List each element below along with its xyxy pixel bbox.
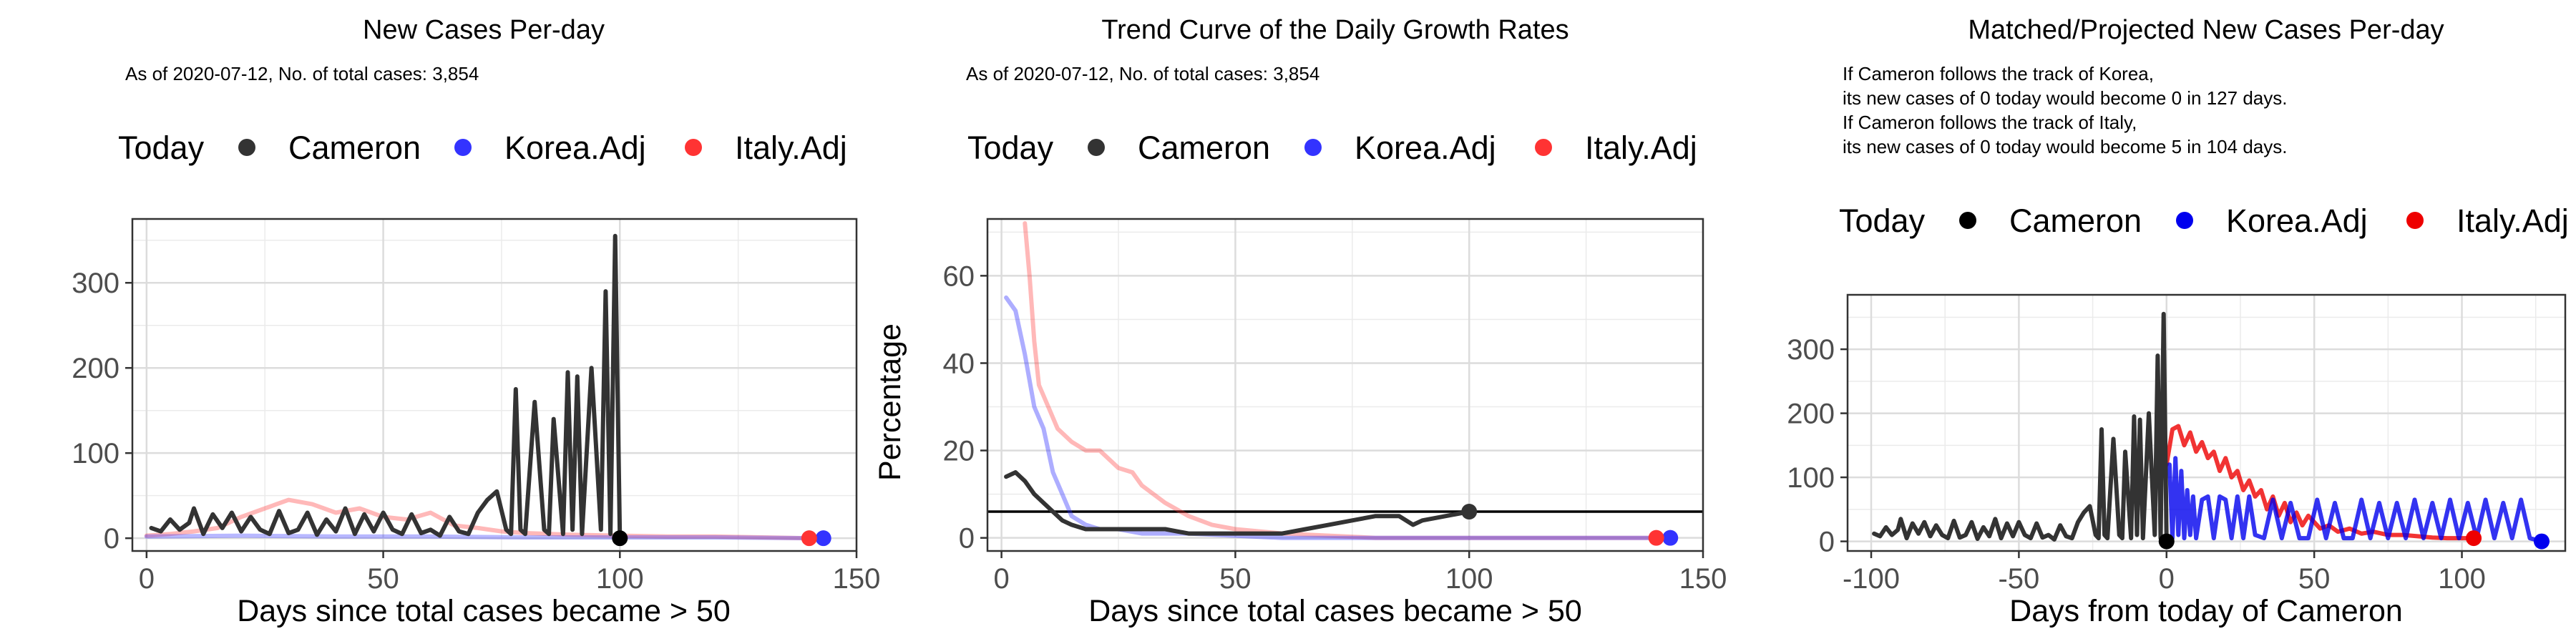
legend-label-cameron: Cameron [288, 130, 421, 166]
panel-title: New Cases Per-day [363, 15, 605, 45]
series-layer [144, 233, 821, 541]
legend-key-italy [1535, 139, 1552, 156]
today-point-korea-adj [2533, 533, 2550, 550]
today-point-cameron [1461, 504, 1478, 520]
today-point-italy-adj [801, 530, 817, 547]
today-point-cameron [2158, 533, 2175, 550]
legend-key-cameron [238, 139, 255, 156]
legend-title: Today [1839, 203, 1926, 239]
x-tick-label: 50 [2298, 563, 2331, 595]
gridlines [132, 219, 857, 551]
x-tick-label: 100 [596, 563, 644, 595]
x-tick-label: 50 [1219, 563, 1252, 595]
x-tick-label: 100 [1445, 563, 1493, 595]
legend-key-korea [2176, 212, 2193, 229]
x-axis-label: Days from today of Cameron [2009, 594, 2403, 628]
legend-label-italy: Italy.Adj [1585, 130, 1697, 166]
legend-label-italy: Italy.Adj [2457, 203, 2569, 239]
y-tick-label: 200 [72, 353, 119, 384]
y-tick-label: 0 [104, 523, 119, 555]
series-line-cameron [1004, 470, 1472, 536]
panel-border [1846, 293, 2567, 552]
legend-label-italy: Italy.Adj [735, 130, 847, 166]
panel-border [131, 218, 858, 552]
y-tick-label: 300 [1787, 334, 1835, 366]
series-line-italy-adj [144, 497, 811, 541]
legend-label-korea: Korea.Adj [1355, 130, 1496, 166]
panel-subtitle-line-1: If Cameron follows the track of Korea, [1843, 63, 2154, 84]
y-tick-label: 300 [72, 268, 119, 299]
x-tick-label: 0 [2159, 563, 2175, 595]
panel-subtitle-line-3: If Cameron follows the track of Italy, [1843, 112, 2137, 133]
legend-key-cameron [1088, 139, 1105, 156]
y-tick-label: 20 [943, 436, 975, 467]
legend-label-cameron: Cameron [1138, 130, 1270, 166]
plot-area: -100 -50 0 50 100 0 100 200 300 [1787, 293, 2567, 595]
series-layer [1004, 221, 1673, 540]
series-line-korea-adj [144, 533, 821, 541]
x-axis-label: Days since total cases became > 50 [237, 594, 731, 628]
panel-title: Matched/Projected New Cases Per-day [1968, 15, 2444, 45]
x-tick-label: 100 [2438, 563, 2486, 595]
x-tick-label: 150 [1679, 563, 1727, 595]
plot-area: 0 50 100 150 0 20 40 60 [943, 218, 1727, 595]
panel-subtitle-line-1: As of 2020-07-12, No. of total cases: 3,… [125, 63, 479, 84]
legend-label-cameron: Cameron [2009, 203, 2142, 239]
legend-key-italy [685, 139, 702, 156]
x-tick-label: -50 [1998, 563, 2039, 595]
x-tick-label: 50 [367, 563, 399, 595]
y-tick-label: 40 [943, 348, 975, 379]
today-point-korea-adj [815, 530, 831, 547]
series-line-korea-adj [1004, 295, 1673, 540]
legend-label-korea: Korea.Adj [504, 130, 646, 166]
legend: Today Cameron Korea.Adj Italy.Adj [967, 130, 1697, 166]
legend-key-italy [2406, 212, 2424, 229]
today-point-italy-adj [1648, 530, 1664, 546]
legend-key-korea [454, 139, 472, 156]
panel-growth-rate: Trend Curve of the Daily Growth Rates As… [873, 15, 1727, 628]
series-line-korea-adj [2167, 456, 2544, 544]
series-line-italy-adj [1023, 221, 1659, 540]
legend: Today Cameron Korea.Adj Italy.Adj [118, 130, 847, 166]
panel-border [986, 218, 1704, 552]
y-tick-label: 60 [943, 260, 975, 292]
today-point-italy-adj [2466, 530, 2482, 547]
y-tick-label: 100 [72, 438, 119, 469]
gridlines [1848, 295, 2565, 551]
series-layer [1872, 311, 2544, 544]
panel-subtitle-line-2: its new cases of 0 today would become 0 … [1843, 87, 2287, 109]
today-point-korea-adj [1662, 530, 1679, 546]
panel-subtitle-line-1: As of 2020-07-12, No. of total cases: 3,… [966, 63, 1319, 84]
legend-key-korea [1304, 139, 1322, 156]
legend: Today Cameron Korea.Adj Italy.Adj [1839, 203, 2569, 239]
today-point-cameron [612, 530, 628, 547]
legend-key-cameron [1959, 212, 1976, 229]
x-tick-label: 0 [139, 563, 155, 595]
series-line-cameron [1872, 311, 2169, 544]
y-axis-label: Percentage [873, 323, 907, 481]
y-tick-label: 200 [1787, 399, 1835, 430]
series-line-cameron [149, 233, 623, 541]
plot-area: 0 50 100 150 0 100 200 300 [72, 218, 881, 595]
panel-subtitle-line-4: its new cases of 0 today would become 5 … [1843, 136, 2287, 157]
panel-projected: Matched/Projected New Cases Per-day If C… [1787, 15, 2568, 628]
x-tick-label: 0 [993, 563, 1009, 595]
y-tick-label: 0 [1819, 527, 1835, 558]
legend-title: Today [118, 130, 205, 166]
y-tick-label: 0 [959, 523, 975, 555]
gridlines [987, 219, 1703, 551]
x-axis-label: Days since total cases became > 50 [1088, 594, 1582, 628]
legend-label-korea: Korea.Adj [2226, 203, 2368, 239]
panel-new-cases: New Cases Per-day As of 2020-07-12, No. … [72, 15, 880, 628]
x-tick-label: -100 [1843, 563, 1900, 595]
legend-title: Today [967, 130, 1054, 166]
y-tick-label: 100 [1787, 462, 1835, 494]
panel-title: Trend Curve of the Daily Growth Rates [1101, 15, 1568, 45]
x-tick-label: 150 [833, 563, 881, 595]
